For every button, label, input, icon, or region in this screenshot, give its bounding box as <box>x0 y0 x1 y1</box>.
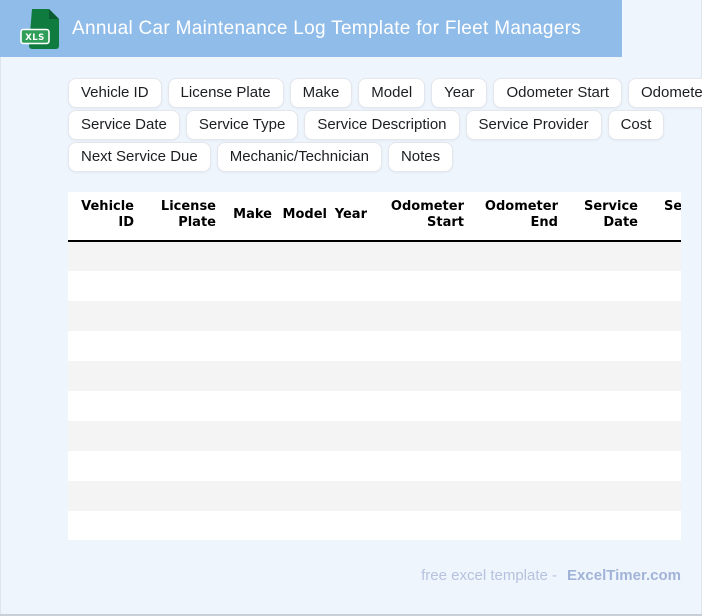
xls-file-icon: XLS <box>20 8 59 49</box>
footer-brand-link[interactable]: ExcelTimer.com <box>567 567 681 584</box>
field-pill-license-plate[interactable]: License Plate <box>167 78 284 108</box>
col-header-vehicle-id: Vehicle ID <box>68 192 140 242</box>
footer: free excel template - ExcelTimer.com <box>421 567 681 584</box>
field-pills: Vehicle ID License Plate Make Model Year… <box>68 78 702 174</box>
field-pill-make[interactable]: Make <box>289 78 353 108</box>
field-pill-mechanic-technician[interactable]: Mechanic/Technician <box>216 142 382 172</box>
field-pill-year[interactable]: Year <box>431 78 488 108</box>
table-body <box>68 241 681 540</box>
table-row <box>68 271 681 301</box>
maintenance-log-table: Vehicle ID License Plate Make Model Year… <box>68 192 681 540</box>
table-row <box>68 331 681 361</box>
table-row <box>68 391 681 421</box>
col-header-odometer-end: Odometer End <box>470 192 564 242</box>
table-row <box>68 481 681 511</box>
field-pill-vehicle-id[interactable]: Vehicle ID <box>68 78 162 108</box>
col-header-model: Model <box>278 192 333 242</box>
field-pill-service-description[interactable]: Service Description <box>304 110 460 140</box>
header-banner: XLS Annual Car Maintenance Log Template … <box>0 0 622 57</box>
table-row <box>68 241 681 271</box>
field-pill-odometer-start[interactable]: Odometer Start <box>493 78 623 108</box>
field-pill-model[interactable]: Model <box>358 78 426 108</box>
col-header-license-plate: License Plate <box>140 192 222 242</box>
footer-text: free excel template - <box>421 567 558 584</box>
col-header-service-type: Service Type <box>644 192 681 242</box>
table-row <box>68 361 681 391</box>
spreadsheet-preview: Vehicle ID License Plate Make Model Year… <box>68 192 681 540</box>
table-row <box>68 421 681 451</box>
field-pill-service-date[interactable]: Service Date <box>68 110 180 140</box>
col-header-year: Year <box>333 192 373 242</box>
table-header-row: Vehicle ID License Plate Make Model Year… <box>68 192 681 242</box>
col-header-odometer-start: Odometer Start <box>373 192 470 242</box>
xls-icon-label: XLS <box>25 33 45 43</box>
field-pill-next-service-due[interactable]: Next Service Due <box>68 142 211 172</box>
field-pill-service-type[interactable]: Service Type <box>185 110 299 140</box>
table-row <box>68 511 681 540</box>
table-row <box>68 301 681 331</box>
table-row <box>68 451 681 481</box>
field-pill-service-provider[interactable]: Service Provider <box>465 110 602 140</box>
col-header-make: Make <box>222 192 278 242</box>
pill-row-1: Vehicle ID License Plate Make Model Year… <box>68 78 702 108</box>
field-pill-notes[interactable]: Notes <box>387 142 454 172</box>
field-pill-odometer-end[interactable]: Odometer End <box>628 78 702 108</box>
pill-row-3: Next Service Due Mechanic/Technician Not… <box>68 142 702 172</box>
field-pill-cost[interactable]: Cost <box>607 110 665 140</box>
pill-row-2: Service Date Service Type Service Descri… <box>68 110 702 140</box>
col-header-service-date: Service Date <box>564 192 644 242</box>
page-title: Annual Car Maintenance Log Template for … <box>72 17 582 39</box>
